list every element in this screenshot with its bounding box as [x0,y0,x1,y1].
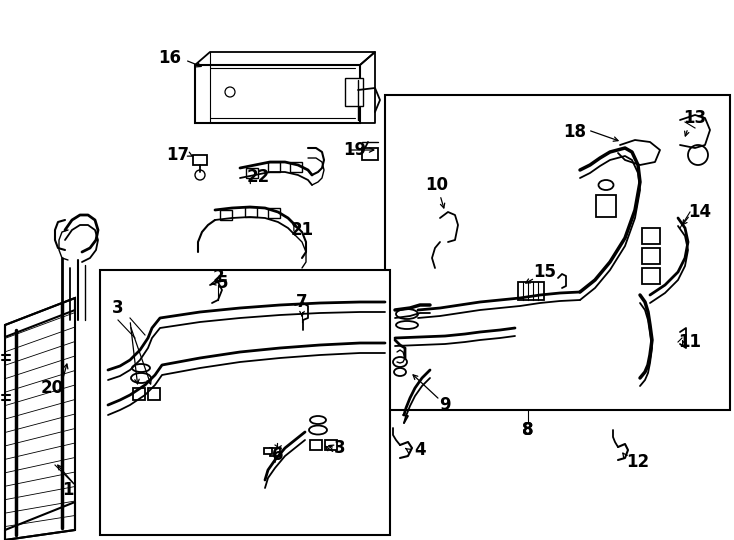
Text: 13: 13 [683,109,707,127]
Text: 21: 21 [291,221,313,239]
Bar [100,270,390,535]
Text: 10: 10 [426,176,448,194]
Bar [290,162,302,172]
Ellipse shape [396,309,418,319]
Bar [268,208,280,218]
Text: 18: 18 [564,123,586,141]
Text: 11: 11 [678,333,702,351]
Text: 8: 8 [523,421,534,439]
Text: 4: 4 [414,441,426,459]
Text: 1: 1 [62,481,73,499]
Text: 22: 22 [247,168,269,186]
Text: 17: 17 [167,146,189,164]
Polygon shape [5,298,75,540]
Text: 6: 6 [272,446,284,464]
Text: 14: 14 [688,203,711,221]
Bar [246,168,258,178]
Bar [193,155,207,165]
Ellipse shape [393,357,407,367]
Ellipse shape [132,364,150,372]
Ellipse shape [598,180,614,190]
Bar [518,282,544,300]
Circle shape [195,170,205,180]
Text: 8: 8 [523,421,534,439]
Bar [245,207,257,217]
Bar [362,148,378,160]
Text: 5: 5 [217,274,228,292]
Bar [596,195,616,217]
Ellipse shape [394,368,406,376]
Bar [270,448,280,456]
Bar [642,228,660,244]
Bar [310,440,322,450]
Circle shape [688,145,708,165]
Bar [642,248,660,264]
Bar [133,388,145,400]
Text: 9: 9 [439,396,451,414]
Bar [268,162,280,172]
Ellipse shape [310,416,326,424]
Bar [220,210,232,220]
Bar [385,95,730,410]
Text: 19: 19 [344,141,366,159]
Bar [148,388,160,400]
Circle shape [225,87,235,97]
Bar [642,268,660,284]
Bar [264,448,272,454]
Text: 7: 7 [297,293,308,311]
Text: 2: 2 [212,268,224,286]
Text: 3: 3 [334,439,346,457]
Bar [325,440,337,450]
Bar [345,78,363,106]
Text: 3: 3 [112,299,124,317]
Ellipse shape [396,321,418,329]
Text: 15: 15 [534,263,556,281]
Ellipse shape [131,373,151,383]
Text: 12: 12 [626,453,650,471]
Text: 20: 20 [40,379,64,397]
Ellipse shape [309,426,327,435]
Bar [195,65,360,123]
Text: 16: 16 [159,49,181,67]
